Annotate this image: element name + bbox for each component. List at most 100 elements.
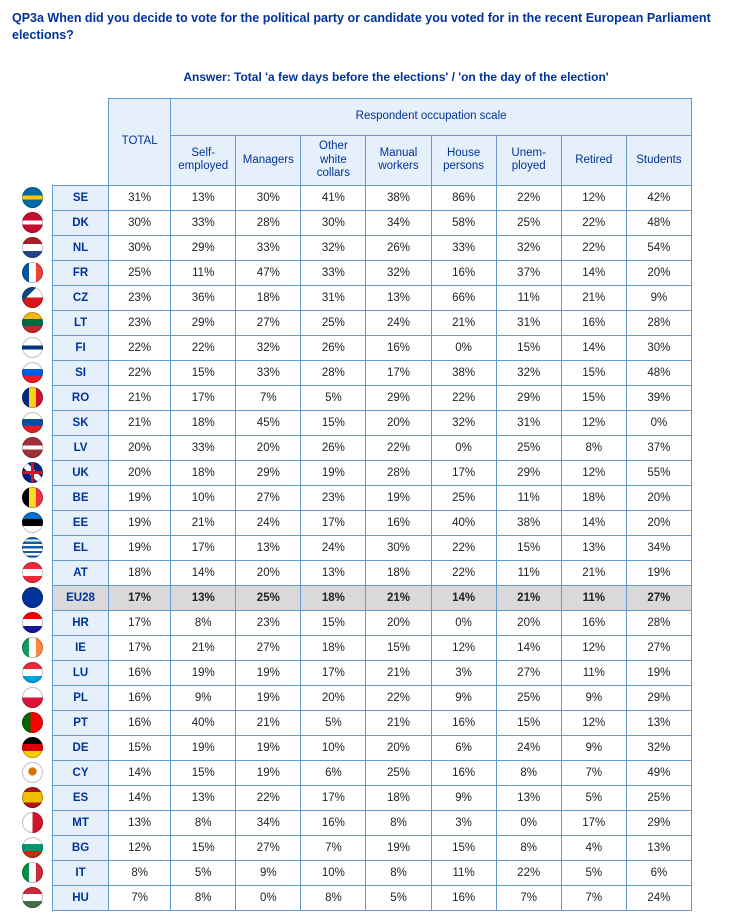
flag-cell: [12, 660, 52, 685]
value-cell: 19%: [236, 736, 301, 761]
value-cell: 14%: [561, 336, 626, 361]
value-cell: 29%: [626, 686, 691, 711]
value-cell: 15%: [561, 386, 626, 411]
value-cell: 20%: [626, 486, 691, 511]
value-cell: 10%: [301, 861, 366, 886]
country-code-cell: AT: [53, 561, 109, 586]
value-cell: 6%: [626, 861, 691, 886]
value-cell: 13%: [301, 561, 366, 586]
value-cell: 26%: [301, 336, 366, 361]
flag-icon: [22, 412, 43, 433]
flag-icon: [22, 362, 43, 383]
table-row: EE19%21%24%17%16%40%38%14%20%: [53, 511, 692, 536]
value-cell: 27%: [236, 311, 301, 336]
value-cell: 13%: [561, 536, 626, 561]
flag-spacer: [12, 98, 52, 185]
value-cell: 19%: [236, 661, 301, 686]
value-cell: 21%: [366, 711, 431, 736]
value-cell: 25%: [496, 211, 561, 236]
value-cell: 38%: [496, 511, 561, 536]
value-cell: 21%: [561, 561, 626, 586]
value-cell: 22%: [496, 186, 561, 211]
flag-cell: [12, 235, 52, 260]
value-cell: 19%: [171, 736, 236, 761]
flag-cell: [12, 610, 52, 635]
value-cell: 8%: [496, 761, 561, 786]
flag-icon: [22, 187, 43, 208]
value-cell: 11%: [561, 661, 626, 686]
flag-icon: [22, 612, 43, 633]
value-cell: 27%: [236, 486, 301, 511]
value-cell: 8%: [366, 861, 431, 886]
value-cell: 16%: [431, 261, 496, 286]
value-cell: 5%: [561, 861, 626, 886]
country-code-cell: MT: [53, 811, 109, 836]
value-cell: 32%: [236, 336, 301, 361]
header-col: Manualworkers: [366, 135, 431, 185]
value-cell: 33%: [431, 236, 496, 261]
table-row: FI22%22%32%26%16%0%15%14%30%: [53, 336, 692, 361]
value-cell: 10%: [171, 486, 236, 511]
value-cell: 20%: [236, 561, 301, 586]
flag-cell: [12, 410, 52, 435]
value-cell: 27%: [236, 836, 301, 861]
country-code-cell: CZ: [53, 286, 109, 311]
country-code-cell: EE: [53, 511, 109, 536]
header-col: Otherwhitecollars: [301, 135, 366, 185]
value-cell: 32%: [496, 361, 561, 386]
value-cell: 5%: [171, 861, 236, 886]
value-cell: 11%: [431, 861, 496, 886]
flag-icon: [22, 312, 43, 333]
value-cell: 8%: [496, 836, 561, 861]
value-cell: 8%: [109, 861, 171, 886]
value-cell: 15%: [301, 411, 366, 436]
value-cell: 20%: [366, 736, 431, 761]
value-cell: 21%: [236, 711, 301, 736]
value-cell: 12%: [561, 461, 626, 486]
value-cell: 32%: [496, 236, 561, 261]
value-cell: 16%: [301, 811, 366, 836]
value-cell: 22%: [366, 686, 431, 711]
flag-icon: [22, 387, 43, 408]
flag-icon: [22, 787, 43, 808]
value-cell: 22%: [561, 236, 626, 261]
value-cell: 25%: [431, 486, 496, 511]
flag-cell: [12, 835, 52, 860]
value-cell: 29%: [626, 811, 691, 836]
value-cell: 39%: [626, 386, 691, 411]
flag-icon: [22, 887, 43, 908]
country-code-cell: SK: [53, 411, 109, 436]
value-cell: 14%: [561, 511, 626, 536]
table-row: PL16%9%19%20%22%9%25%9%29%: [53, 686, 692, 711]
value-cell: 40%: [171, 711, 236, 736]
flag-icon: [22, 837, 43, 858]
value-cell: 31%: [496, 311, 561, 336]
flag-cell: [12, 860, 52, 885]
table-container: TOTALRespondent occupation scaleSelf-emp…: [12, 98, 740, 911]
value-cell: 25%: [109, 261, 171, 286]
flag-cell: [12, 285, 52, 310]
value-cell: 54%: [626, 236, 691, 261]
value-cell: 18%: [171, 461, 236, 486]
flag-icon: [22, 237, 43, 258]
value-cell: 11%: [171, 261, 236, 286]
table-row: SE31%13%30%41%38%86%22%12%42%: [53, 186, 692, 211]
value-cell: 6%: [301, 761, 366, 786]
value-cell: 21%: [431, 311, 496, 336]
value-cell: 34%: [236, 811, 301, 836]
value-cell: 19%: [109, 511, 171, 536]
value-cell: 45%: [236, 411, 301, 436]
value-cell: 5%: [301, 711, 366, 736]
value-cell: 16%: [431, 711, 496, 736]
value-cell: 5%: [301, 386, 366, 411]
value-cell: 15%: [496, 336, 561, 361]
value-cell: 12%: [561, 636, 626, 661]
value-cell: 12%: [431, 636, 496, 661]
value-cell: 32%: [301, 236, 366, 261]
value-cell: 38%: [431, 361, 496, 386]
country-code-cell: DE: [53, 736, 109, 761]
country-code-cell: DK: [53, 211, 109, 236]
value-cell: 19%: [109, 486, 171, 511]
value-cell: 18%: [109, 561, 171, 586]
value-cell: 18%: [366, 561, 431, 586]
